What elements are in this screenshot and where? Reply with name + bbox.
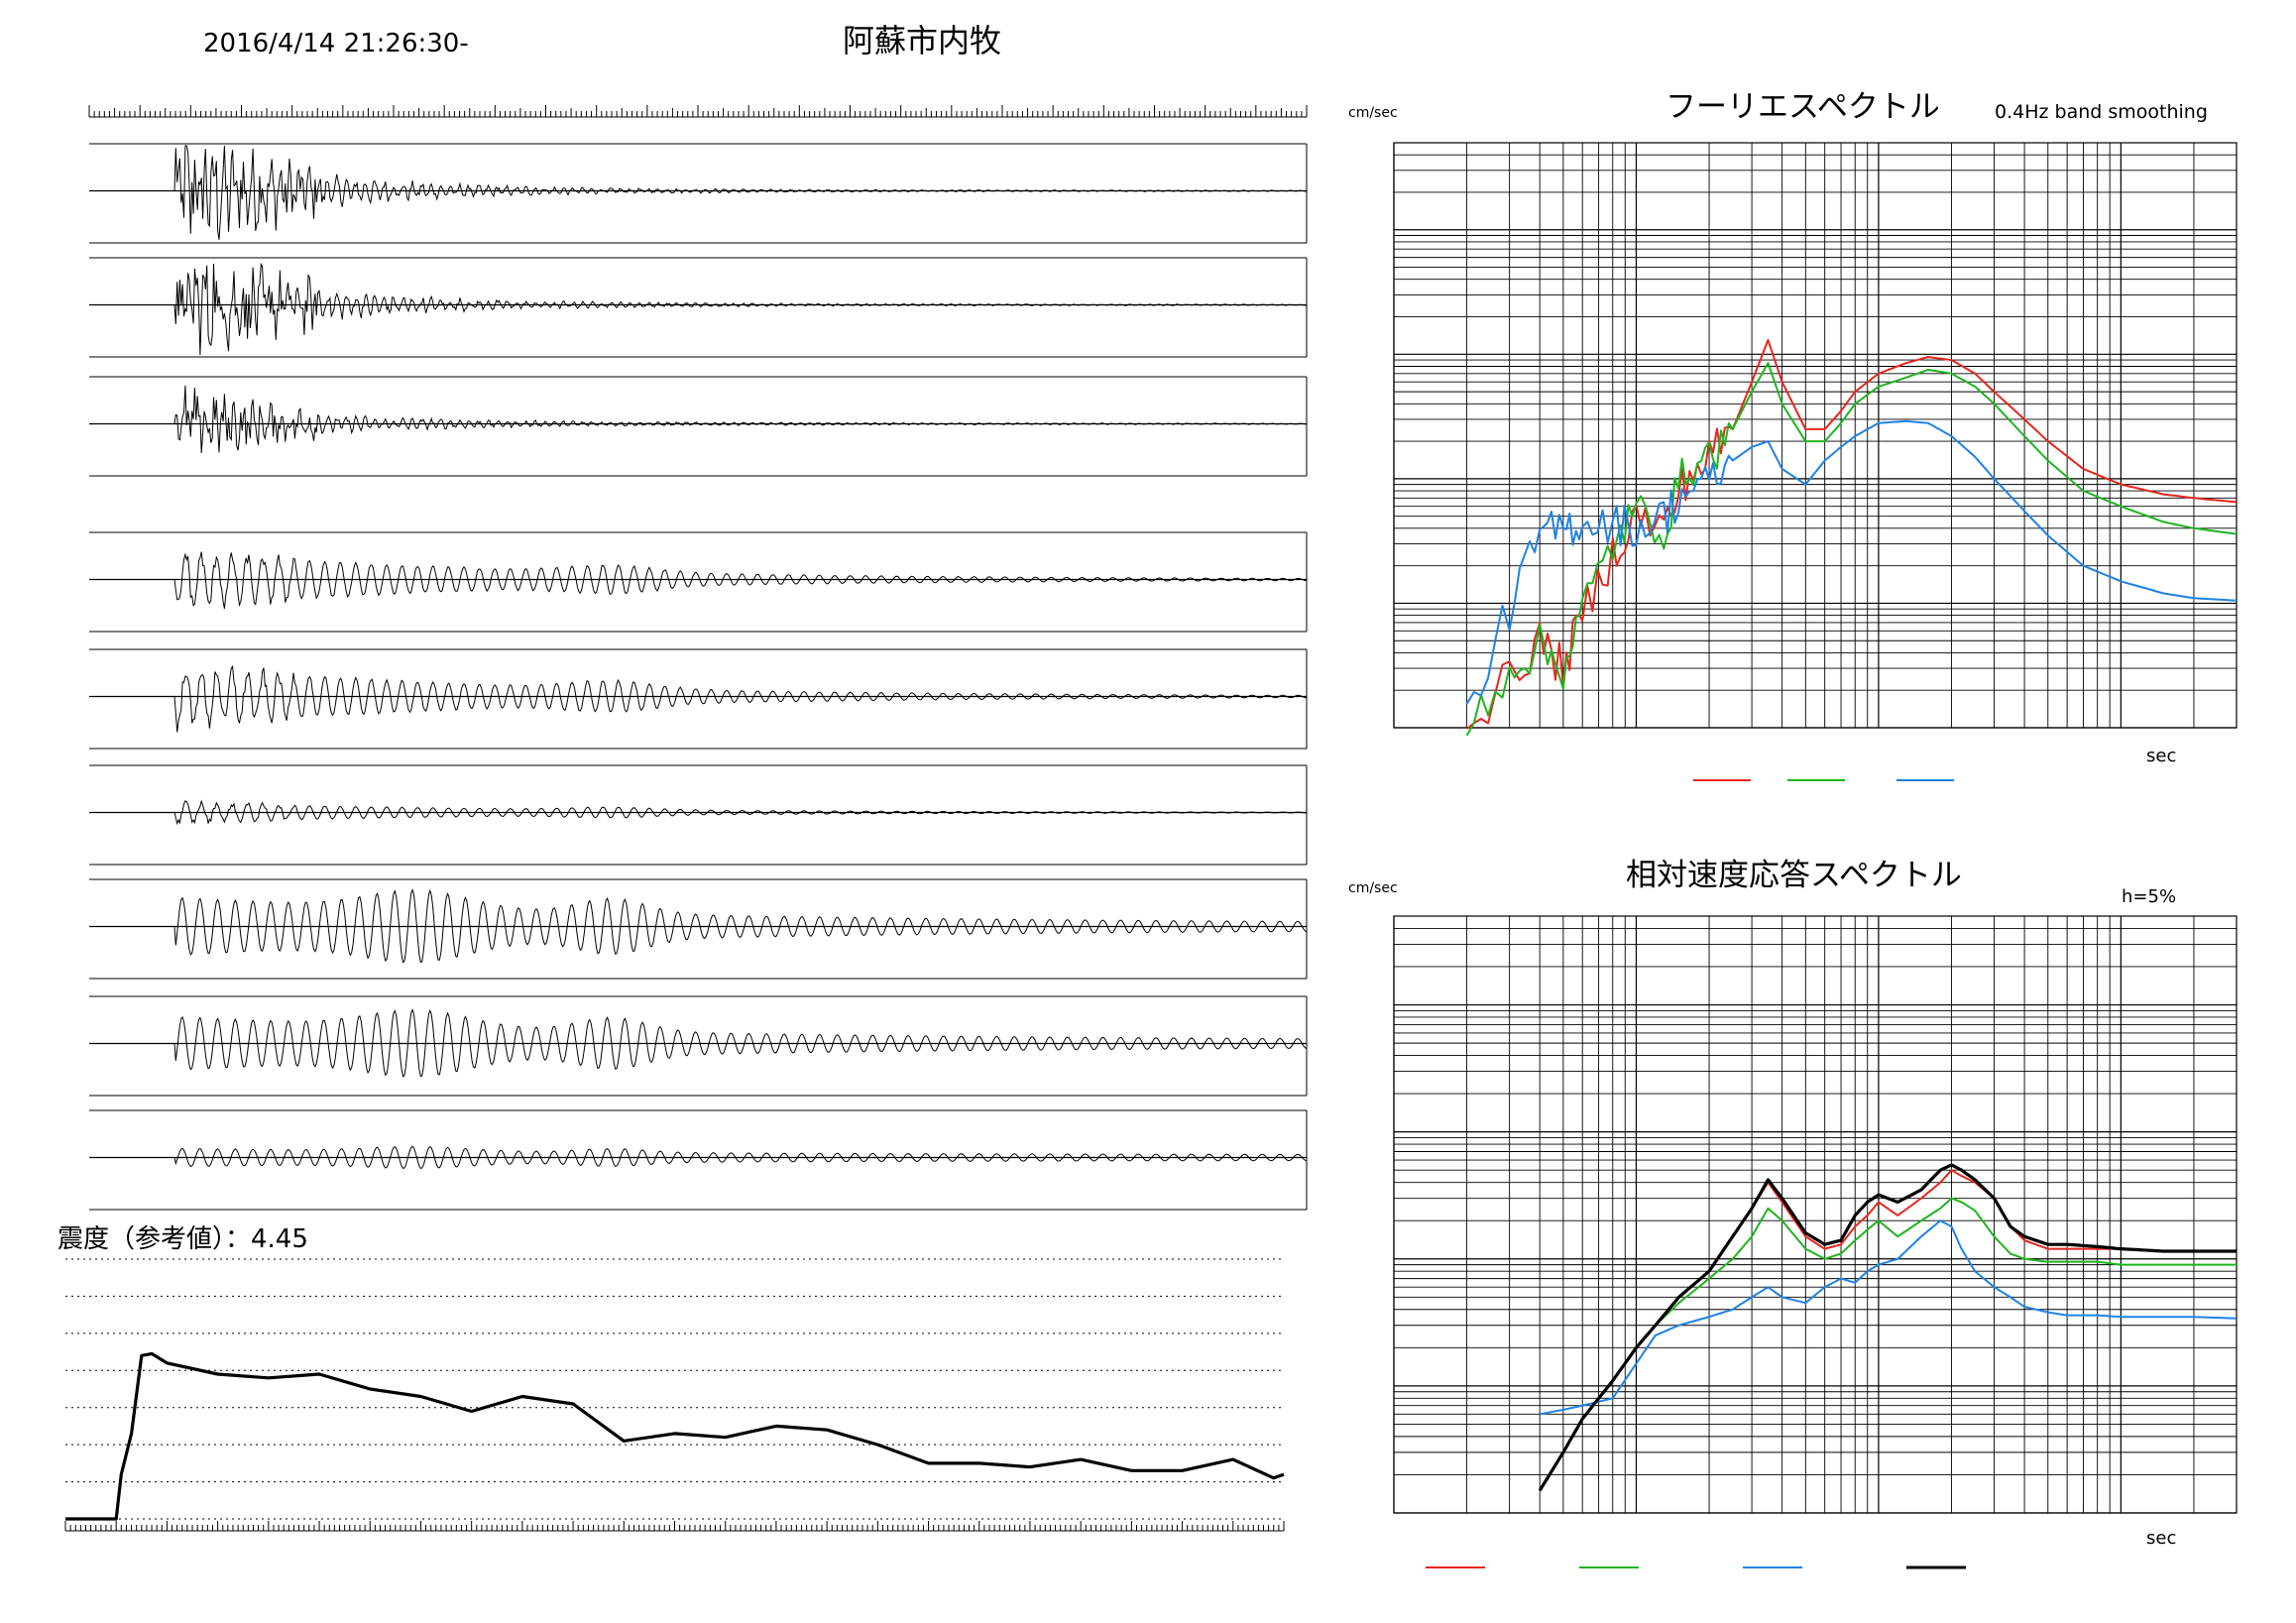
- fourier-x-unit: sec: [2146, 746, 2176, 766]
- response-title: 相対速度応答スペクトル: [1626, 858, 1962, 893]
- response-y-unit: cm/sec: [1348, 880, 1398, 896]
- waveform-trace-ns: [89, 888, 1308, 964]
- record-datetime: 2016/4/14 21:26:30-: [203, 29, 469, 58]
- series-line-ew: [1539, 1197, 2237, 1491]
- fourier-spectrum-chart: [1393, 142, 2238, 737]
- waveform-panel-ud: [89, 376, 1308, 477]
- waveform-panel-ud: [89, 1109, 1308, 1211]
- response-x-unit: sec: [2146, 1528, 2176, 1549]
- series-line-ew: [1465, 362, 2238, 737]
- waveform-trace-ud: [89, 1145, 1308, 1169]
- series-line-ns: [1465, 339, 2238, 730]
- fourier-title: フーリエスペクトル: [1665, 89, 1940, 125]
- waveform-panel-変位ns: [89, 878, 1308, 980]
- waveform-trace-ew: [89, 664, 1308, 733]
- waveform-trace-ew: [89, 1008, 1308, 1078]
- intensity-label: 震度（参考値）：4.45: [57, 1224, 308, 1254]
- series-line-ns: [1539, 1169, 2237, 1491]
- station-name: 阿蘇市内牧: [843, 22, 1001, 59]
- waveform-panel-ud: [89, 764, 1308, 866]
- waveform-trace-ns: [89, 145, 1308, 240]
- fourier-note: 0.4Hz band smoothing: [1995, 101, 2208, 123]
- waveform-trace-ns: [89, 551, 1308, 609]
- intensity-line: [65, 1351, 1285, 1521]
- waveform-time-axis: [88, 105, 1308, 118]
- waveform-panel-ew: [89, 995, 1308, 1097]
- waveform-panel-ew: [89, 648, 1308, 750]
- response-note: h=5%: [2122, 886, 2176, 907]
- waveform-trace-ew: [89, 262, 1308, 356]
- series-line-ud: [1465, 419, 2238, 705]
- intensity-time-history-chart: [64, 1258, 1285, 1532]
- waveform-panel-ew: [89, 257, 1308, 358]
- waveform-trace-ud: [89, 385, 1308, 454]
- series-line-ud: [1540, 1219, 2238, 1416]
- waveform-panels: [89, 143, 1308, 1211]
- waveform-panel-速度ns: [89, 531, 1308, 633]
- response-spectrum-chart: [1393, 915, 2238, 1514]
- waveform-panel-加速度ns: [89, 143, 1308, 244]
- fourier-y-unit: cm/sec: [1348, 105, 1398, 121]
- series-line-horizon: [1538, 1163, 2237, 1492]
- waveform-trace-ud: [89, 799, 1307, 826]
